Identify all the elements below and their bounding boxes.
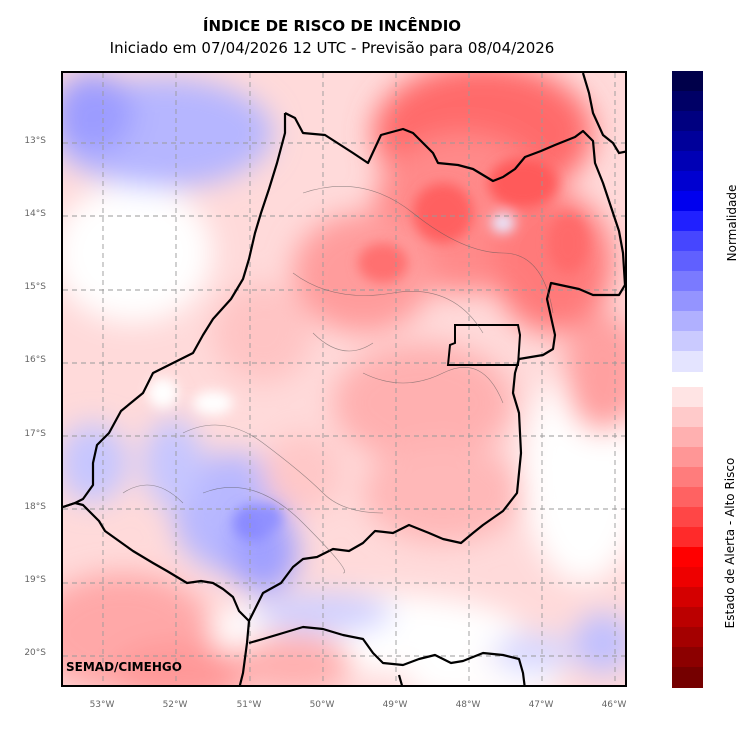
lon-tick: 48°W [455, 700, 481, 710]
colorbar-segment-blue [672, 131, 703, 152]
colorbar-segment-red [672, 507, 703, 528]
colorbar-segment-blue [672, 291, 703, 312]
colorbar-segment-blue [672, 311, 703, 332]
colorbar-segment-red [672, 527, 703, 548]
colorbar-segment-blue [672, 331, 703, 352]
colorbar-segment-red [672, 447, 703, 468]
lat-tick: 20°S [24, 648, 46, 658]
state-border-goias [63, 112, 625, 623]
credit-label: SEMAD/CIMEHGO [66, 660, 182, 674]
district-border [446, 324, 522, 366]
colorbar-segment-blue [672, 231, 703, 252]
lon-tick: 52°W [162, 700, 188, 710]
colorbar-segment-red [672, 427, 703, 448]
colorbar [672, 71, 703, 688]
lat-tick: 13°S [24, 136, 46, 146]
lat-tick: 15°S [24, 282, 46, 292]
colorbar-segment-red [672, 487, 703, 508]
colorbar-segment-blue [672, 171, 703, 192]
colorbar-segment-red [672, 547, 703, 568]
colorbar-segment-red [672, 607, 703, 628]
lat-tick: 14°S [24, 209, 46, 219]
contour-lines [122, 186, 554, 574]
colorbar-label-normal: Normalidade [725, 184, 739, 262]
colorbar-segment-red [672, 627, 703, 648]
colorbar-segment-blue [672, 111, 703, 132]
lon-tick: 50°W [309, 700, 335, 710]
colorbar-label-alert: Estado de Alerta - Alto Risco [723, 457, 737, 629]
colorbar-segment-red [672, 567, 703, 588]
lat-tick: 16°S [24, 355, 46, 365]
lat-tick: 17°S [24, 429, 46, 439]
colorbar-segment-blue [672, 191, 703, 212]
state-border-west [63, 113, 287, 509]
colorbar-segment-blue [672, 251, 703, 272]
colorbar-segment-blue [672, 271, 703, 292]
risk-field [63, 73, 625, 685]
colorbar-segment-blue [672, 91, 703, 112]
colorbar-segment-red [672, 647, 703, 668]
colorbar-segment-red [672, 667, 703, 688]
colorbar-segment-blue [672, 151, 703, 172]
colorbar-segment-blue [672, 71, 703, 92]
colorbar-segment-red [672, 387, 703, 408]
map-area[interactable] [61, 71, 627, 687]
state-border-northeast [581, 73, 625, 287]
map-subtitle: Iniciado em 07/04/2026 12 UTC - Previsão… [109, 39, 555, 57]
lon-tick: 47°W [528, 700, 554, 710]
colorbar-segment-red [672, 587, 703, 608]
lon-tick: 46°W [601, 700, 627, 710]
risk-detail [148, 158, 588, 541]
colorbar-segment-red [672, 467, 703, 488]
lon-tick: 51°W [236, 700, 262, 710]
colorbar-segment-red [672, 407, 703, 428]
lon-tick: 53°W [89, 700, 115, 710]
map-canvas [63, 73, 625, 685]
state-border-south [238, 620, 526, 685]
lat-tick: 18°S [24, 502, 46, 512]
lon-tick: 49°W [382, 700, 408, 710]
graticule [63, 73, 625, 685]
colorbar-segment-blue [672, 351, 703, 372]
lat-tick: 19°S [24, 575, 46, 585]
colorbar-segment-blue [672, 211, 703, 232]
map-title: ÍNDICE DE RISCO DE INCÊNDIO [202, 17, 462, 35]
